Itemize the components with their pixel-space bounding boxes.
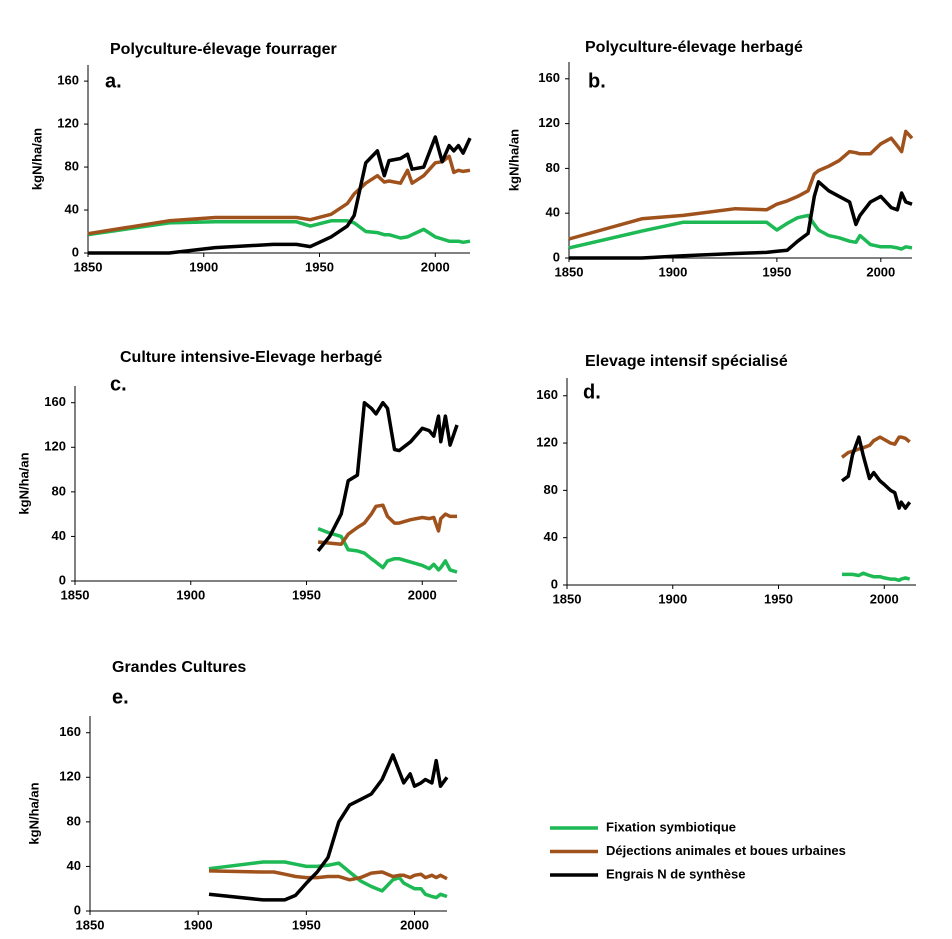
x-tick-label: 1950: [292, 917, 321, 932]
y-tick-label: 160: [57, 73, 79, 88]
x-tick-label: 1900: [189, 259, 218, 274]
y-tick-label: 120: [59, 769, 81, 784]
x-tick-label: 1950: [292, 587, 321, 602]
y-tick-label: 120: [538, 115, 560, 130]
x-tick-label: 1950: [305, 259, 334, 274]
series-line: [208, 860, 448, 900]
x-tick-label: 2000: [421, 259, 450, 274]
chart-title: Polyculture-élevage herbagé: [585, 39, 803, 56]
x-tick-label: 1850: [555, 264, 584, 279]
x-tick-label: 2000: [400, 917, 429, 932]
y-tick-label: 160: [44, 394, 66, 409]
y-tick-label: 0: [59, 572, 66, 587]
y-tick-label: 0: [72, 244, 79, 259]
x-tick-label: 2000: [870, 591, 899, 606]
y-axis-label: kgN/ha/an: [26, 782, 41, 844]
y-tick-label: 80: [52, 483, 66, 498]
series-line: [87, 219, 471, 245]
series-line: [568, 129, 914, 241]
y-tick-label: 40: [65, 201, 79, 216]
y-tick-label: 160: [59, 724, 81, 739]
y-tick-label: 120: [536, 434, 558, 449]
y-tick-label: 160: [538, 70, 560, 85]
y-tick-label: 0: [551, 576, 558, 591]
panel-label: d.: [583, 381, 601, 403]
x-tick-label: 1950: [764, 591, 793, 606]
x-tick-label: 1900: [658, 264, 687, 279]
legend-label: Déjections animales et boues urbaines: [606, 843, 846, 858]
chart-title: Grandes Cultures: [112, 659, 246, 676]
x-tick-label: 1850: [61, 587, 90, 602]
x-tick-label: 1850: [76, 917, 105, 932]
x-tick-label: 1850: [74, 259, 103, 274]
y-tick-label: 80: [67, 813, 81, 828]
y-tick-label: 40: [544, 529, 558, 544]
series-line: [208, 753, 449, 902]
x-tick-label: 1850: [553, 591, 582, 606]
x-tick-label: 1900: [176, 587, 205, 602]
y-tick-label: 40: [546, 205, 560, 220]
chart-title: Elevage intensif spécialisé: [585, 353, 788, 370]
panel-label: c.: [110, 373, 127, 395]
panel-label: a.: [105, 70, 122, 92]
legend-label: Engrais N de synthèse: [606, 866, 745, 881]
legend-label: Fixation symbiotique: [606, 819, 736, 834]
x-tick-label: 2000: [408, 587, 437, 602]
series-line: [316, 400, 459, 552]
chart-title: Culture intensive-Elevage herbagé: [120, 349, 382, 366]
y-axis-label: kgN/ha/an: [29, 128, 44, 190]
y-tick-label: 120: [44, 439, 66, 454]
series-line: [568, 213, 913, 251]
y-tick-label: 40: [67, 858, 81, 873]
series-line: [317, 503, 457, 546]
series-line: [208, 869, 448, 882]
x-tick-label: 1900: [658, 591, 687, 606]
chart-title: Polyculture-élevage fourrager: [110, 41, 337, 58]
y-axis-label: kgN/ha/an: [506, 129, 521, 191]
x-tick-label: 1950: [762, 264, 791, 279]
y-tick-label: 160: [536, 387, 558, 402]
y-tick-label: 80: [65, 158, 79, 173]
y-tick-label: 80: [544, 482, 558, 497]
x-tick-label: 2000: [866, 264, 895, 279]
series-line: [88, 135, 472, 255]
series-line: [840, 435, 912, 510]
series-line: [842, 571, 911, 583]
y-axis-label: kgN/ha/an: [16, 452, 31, 514]
series-line: [87, 154, 471, 236]
y-tick-label: 80: [546, 160, 560, 175]
series-line: [317, 526, 458, 574]
x-tick-label: 1900: [184, 917, 213, 932]
panel-label: b.: [588, 70, 606, 92]
y-tick-label: 0: [553, 249, 560, 264]
series-line: [569, 180, 913, 260]
y-tick-label: 40: [52, 528, 66, 543]
y-tick-label: 120: [57, 116, 79, 131]
y-tick-label: 0: [74, 902, 81, 917]
panel-label: e.: [112, 686, 129, 708]
